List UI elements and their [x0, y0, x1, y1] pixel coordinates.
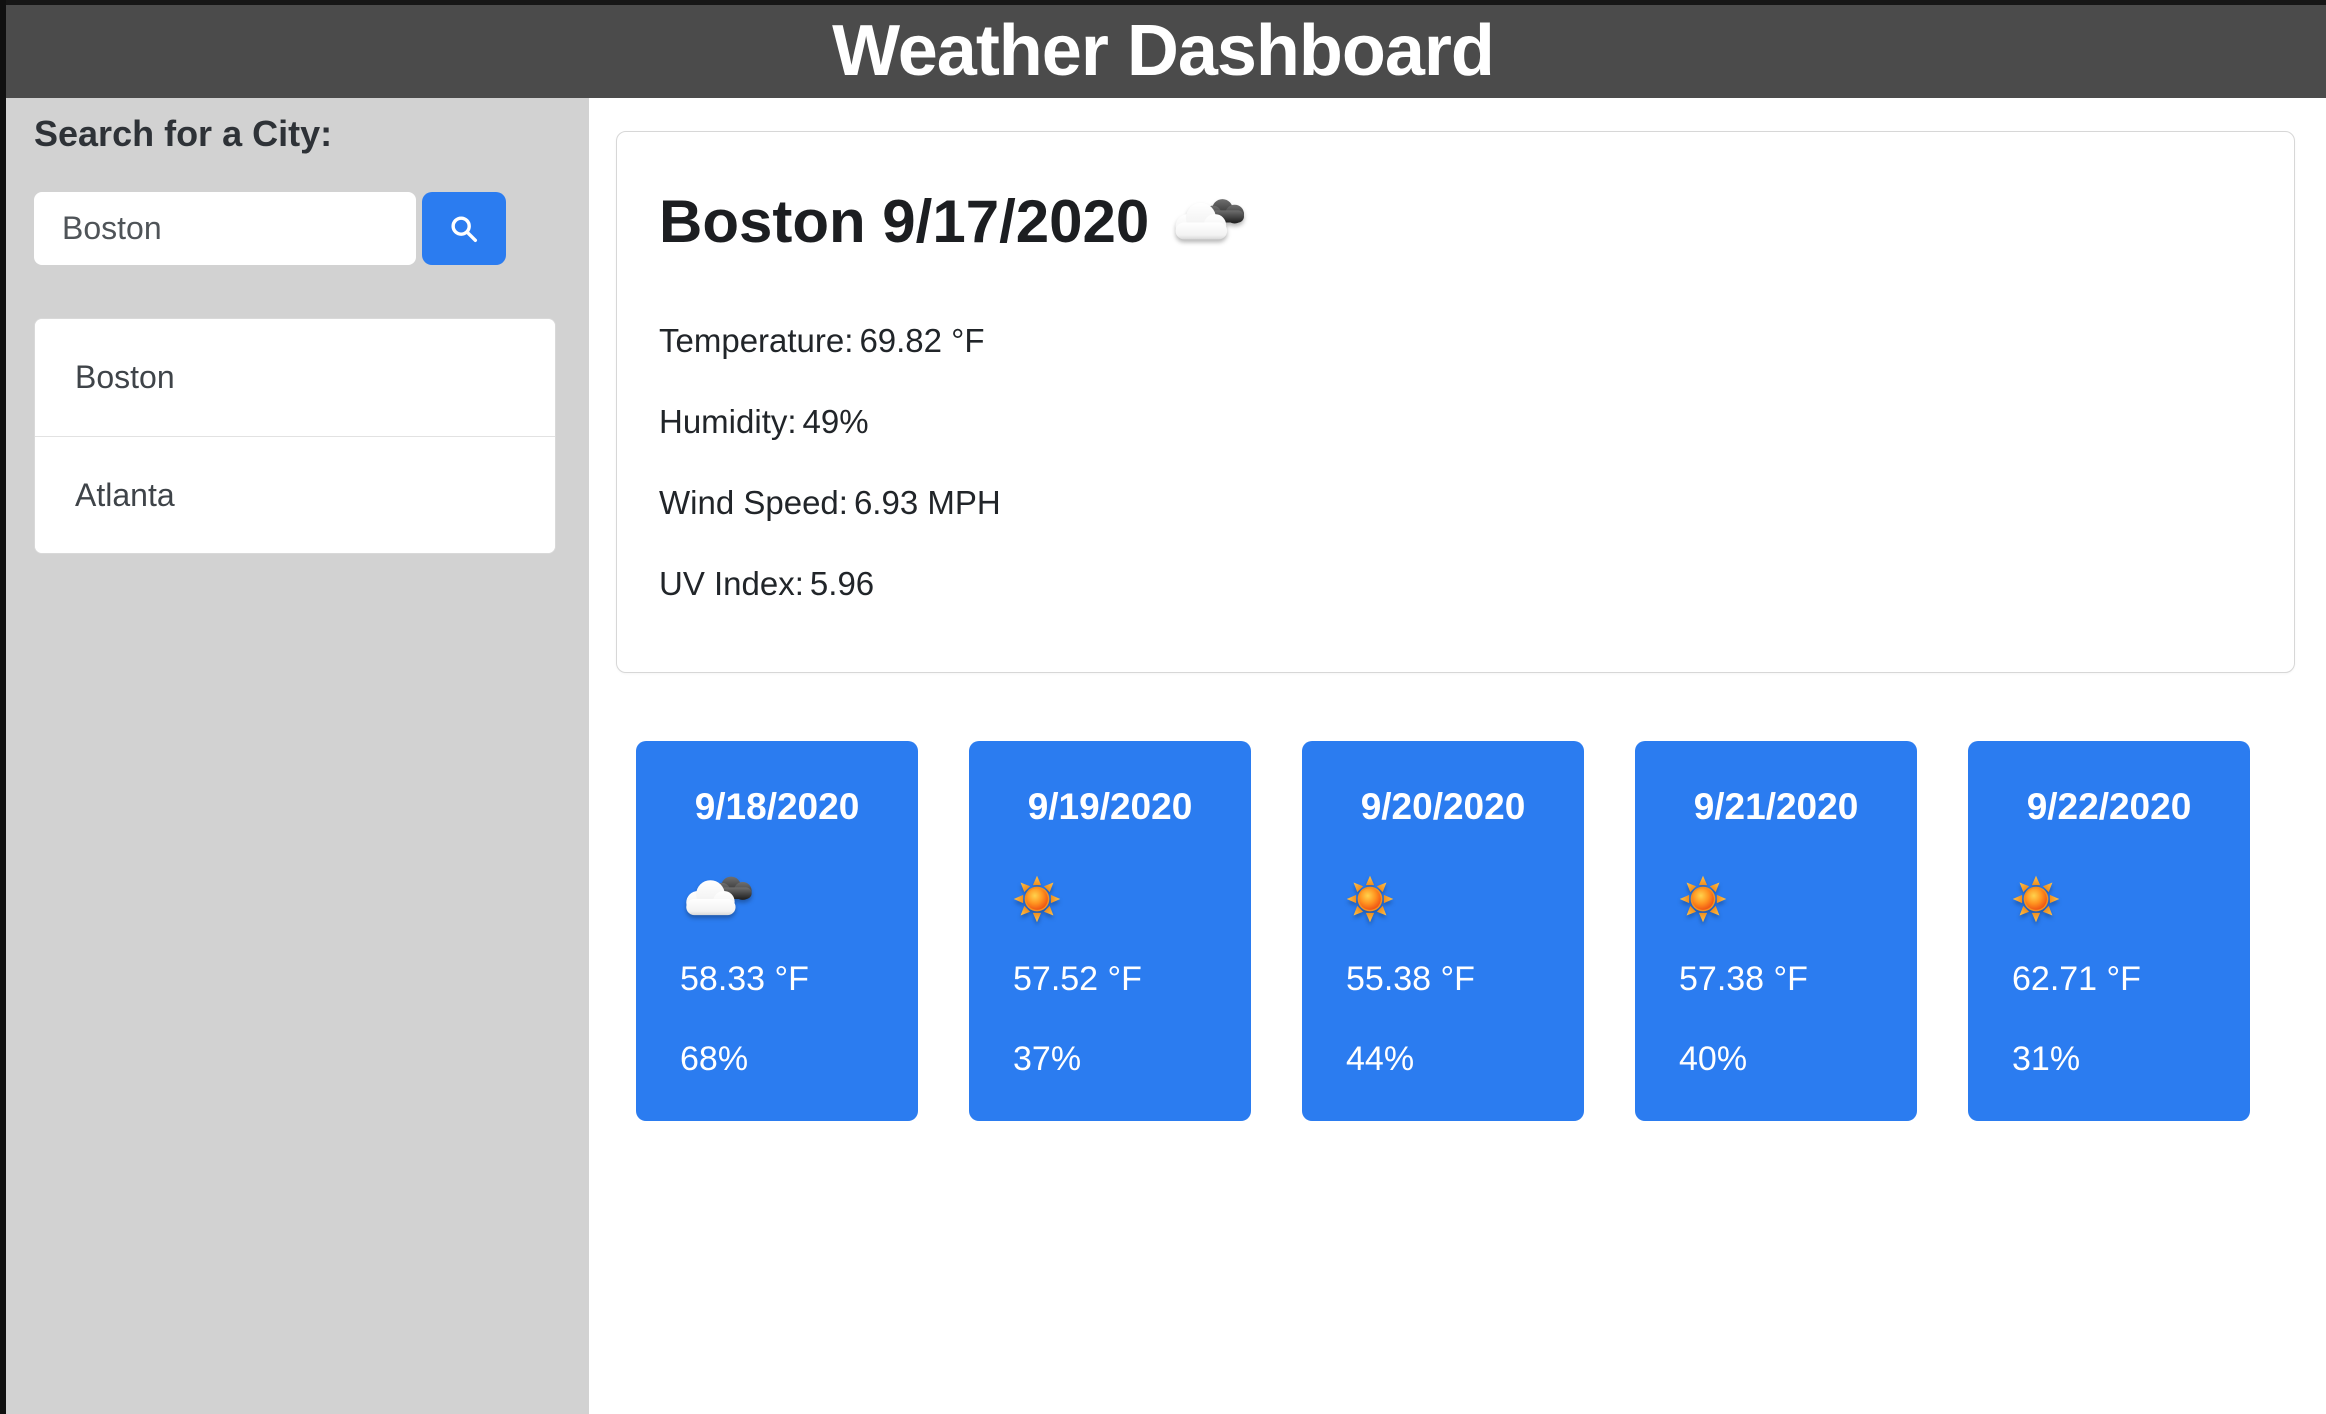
detail-uv-index: UV Index: 5.96 — [659, 564, 2252, 604]
clouds-icon — [1169, 194, 1259, 251]
detail-humidity: Humidity: 49% — [659, 402, 2252, 442]
search-button[interactable] — [422, 192, 506, 265]
forecast-date: 9/19/2020 — [1027, 786, 1193, 827]
main-layout: Search for a City: Boston Atlanta — [0, 98, 2326, 1414]
current-weather-details: Temperature: 69.82 °F Humidity: 49% Wind S… — [659, 321, 2252, 604]
screen-left-edge-artifact — [0, 0, 6, 1414]
forecast-temp: 57.38 °F — [1679, 960, 1808, 998]
sidebar: Search for a City: Boston Atlanta — [0, 98, 589, 1414]
sun-icon — [2012, 869, 2250, 929]
screen-top-edge-artifact — [0, 0, 2326, 5]
current-weather-title: Boston 9/17/2020 — [659, 186, 2252, 258]
forecast-row: 9/18/2020 — [616, 741, 2295, 1121]
history-item-boston[interactable]: Boston — [35, 319, 555, 436]
forecast-temp: 62.71 °F — [2012, 960, 2141, 998]
forecast-temp: 58.33 °F — [680, 960, 809, 998]
forecast-date: 9/18/2020 — [694, 786, 860, 827]
app-header: Weather Dashboard — [0, 0, 2326, 98]
forecast-humidity: 40% — [1679, 1040, 1748, 1078]
page-title: Weather Dashboard — [832, 11, 1495, 91]
detail-value: 69.82 °F — [859, 322, 985, 359]
forecast-temp: 55.38 °F — [1346, 960, 1475, 998]
sun-icon — [1679, 869, 1917, 929]
clouds-icon — [680, 869, 918, 929]
main-panel: Boston 9/17/2020 — [589, 98, 2326, 1414]
search-form — [34, 192, 556, 265]
forecast-temp: 57.52 °F — [1013, 960, 1142, 998]
search-input[interactable] — [34, 192, 416, 265]
forecast-card: 9/18/2020 — [636, 741, 918, 1121]
detail-label: UV Index: — [659, 565, 804, 602]
current-weather-card: Boston 9/17/2020 — [616, 131, 2295, 673]
forecast-card: 9/22/2020 — [1968, 741, 2250, 1121]
detail-label: Humidity: — [659, 403, 797, 440]
forecast-date: 9/21/2020 — [1693, 786, 1859, 827]
forecast-date: 9/20/2020 — [1360, 786, 1526, 827]
history-item-atlanta[interactable]: Atlanta — [35, 436, 555, 553]
forecast-humidity: 31% — [2012, 1040, 2081, 1078]
detail-temperature: Temperature: 69.82 °F — [659, 321, 2252, 361]
history-item-label: Boston — [75, 359, 175, 395]
history-item-label: Atlanta — [75, 476, 175, 513]
forecast-humidity: 68% — [680, 1040, 749, 1078]
forecast-date: 9/22/2020 — [2026, 786, 2192, 827]
search-history-list: Boston Atlanta — [34, 318, 556, 554]
search-icon — [447, 212, 481, 246]
detail-value: 49% — [802, 403, 869, 440]
forecast-card: 9/19/2020 — [969, 741, 1251, 1121]
detail-value: 6.93 MPH — [853, 484, 1001, 521]
detail-value: 5.96 — [809, 565, 875, 602]
current-city-date: Boston 9/17/2020 — [659, 188, 1150, 255]
forecast-card: 9/20/2020 — [1302, 741, 1584, 1121]
forecast-humidity: 37% — [1013, 1040, 1082, 1078]
detail-label: Temperature: — [659, 322, 854, 359]
detail-label: Wind Speed: — [659, 484, 848, 521]
forecast-card: 9/21/2020 — [1635, 741, 1917, 1121]
forecast-humidity: 44% — [1346, 1040, 1415, 1078]
search-label: Search for a City: — [34, 113, 333, 154]
detail-wind-speed: Wind Speed: 6.93 MPH — [659, 483, 2252, 523]
sun-icon — [1013, 869, 1251, 929]
sun-icon — [1346, 869, 1584, 929]
